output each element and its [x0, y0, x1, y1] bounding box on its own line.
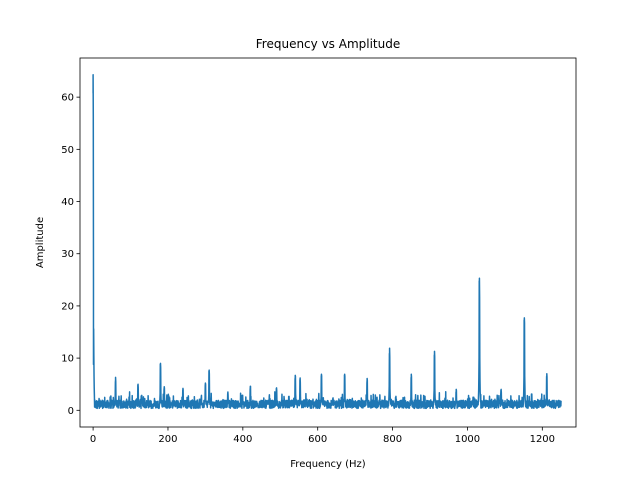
x-tick-label: 400 [233, 434, 252, 445]
y-tick-label: 20 [61, 301, 74, 312]
y-tick-label: 60 [61, 93, 74, 104]
y-tick-label: 10 [61, 354, 74, 365]
y-tick-label: 0 [68, 406, 74, 417]
plot-frame [79, 57, 577, 428]
y-axis-title: Amplitude [35, 217, 46, 268]
x-tick-label: 600 [308, 434, 327, 445]
x-tick-label: 0 [90, 434, 96, 445]
y-tick-label: 30 [61, 249, 74, 260]
y-axis-ticks: 0 10 20 30 40 50 60 [61, 93, 80, 417]
x-tick-label: 800 [383, 434, 402, 445]
x-axis-title: Frequency (Hz) [290, 459, 366, 470]
x-axis-ticks: 0 200 400 600 800 1000 1200 [90, 427, 555, 445]
series-line [92, 73, 562, 410]
chart-title: Frequency vs Amplitude [256, 37, 400, 51]
series-line-group [92, 73, 562, 410]
y-tick-label: 40 [61, 197, 74, 208]
y-tick-label: 50 [61, 145, 74, 156]
x-tick-label: 1000 [455, 434, 480, 445]
x-tick-label: 1200 [530, 434, 555, 445]
x-tick-label: 200 [158, 434, 177, 445]
